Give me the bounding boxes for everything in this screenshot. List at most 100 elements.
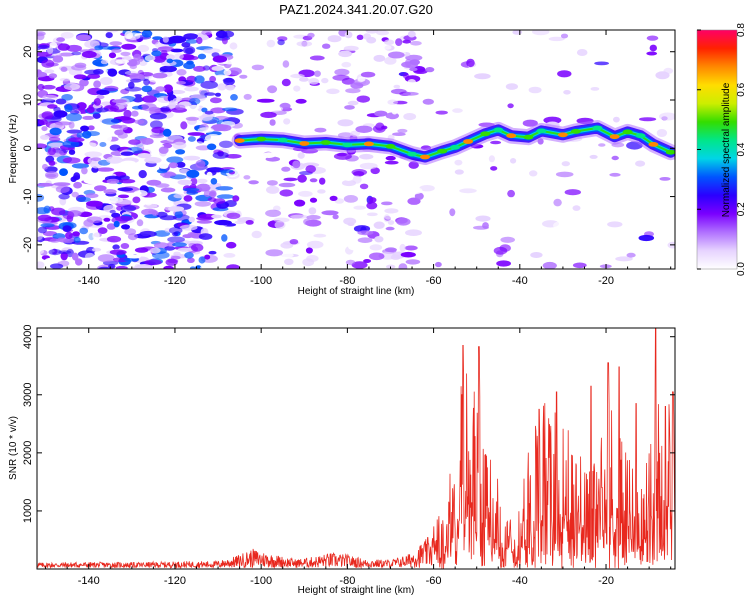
noise-blob <box>109 249 127 255</box>
noise-blob <box>195 159 206 169</box>
noise-blob <box>156 168 168 174</box>
noise-blob <box>204 134 222 143</box>
noise-blob <box>60 66 68 72</box>
noise-blob <box>266 105 284 112</box>
noise-blob <box>590 87 600 91</box>
noise-blob <box>40 240 52 249</box>
noise-blob <box>59 77 70 82</box>
noise-blob <box>229 42 238 50</box>
noise-blob <box>60 251 68 261</box>
colorbar-tick-label: 0.0 <box>736 262 747 276</box>
noise-blob <box>174 210 183 219</box>
noise-blob <box>158 146 169 154</box>
noise-blob <box>62 225 72 233</box>
noise-blob <box>405 229 422 236</box>
noise-blob <box>373 221 385 229</box>
ridge-peak <box>609 134 620 140</box>
noise-blob <box>313 70 321 77</box>
noise-blob <box>152 72 168 79</box>
noise-blob <box>532 30 550 36</box>
noise-blob <box>117 194 130 199</box>
noise-blob <box>99 77 113 85</box>
noise-blob <box>359 153 374 160</box>
noise-blob <box>347 222 355 227</box>
x-tick-label: -120 <box>164 575 186 587</box>
noise-blob <box>200 80 218 89</box>
noise-blob <box>90 157 102 162</box>
noise-blob <box>435 110 448 115</box>
noise-blob <box>202 48 221 54</box>
noise-blob <box>206 171 213 179</box>
noise-blob <box>207 197 217 202</box>
ridge-peak <box>277 137 288 143</box>
noise-blob <box>106 235 122 243</box>
noise-blob <box>572 205 581 211</box>
noise-blob <box>136 219 144 227</box>
x-tick-label: -100 <box>250 275 272 287</box>
noise-blob <box>168 162 178 169</box>
colorbar-tick-label: 0.6 <box>736 82 747 96</box>
ridge-peak <box>523 134 534 140</box>
noise-blob <box>166 54 175 61</box>
noise-blob <box>293 85 301 92</box>
noise-blob <box>352 175 362 184</box>
noise-blob <box>204 254 211 260</box>
noise-blob <box>607 221 623 228</box>
noise-blob <box>83 176 101 185</box>
noise-blob <box>81 50 97 59</box>
ridge-peak <box>363 141 374 147</box>
noise-blob <box>105 31 113 39</box>
noise-blob <box>221 36 228 45</box>
noise-blob <box>409 59 420 66</box>
noise-blob <box>168 100 176 109</box>
noise-blob <box>561 161 570 167</box>
noise-blob <box>196 178 208 184</box>
noise-blob <box>397 128 408 133</box>
noise-blob <box>439 200 457 206</box>
noise-blob <box>204 110 214 115</box>
noise-blob <box>557 70 572 78</box>
noise-blob <box>573 228 587 233</box>
noise-blob <box>454 159 463 166</box>
noise-blob <box>58 193 70 200</box>
colorbar-gradient <box>697 30 737 269</box>
noise-blob <box>507 103 514 109</box>
noise-blob <box>37 71 48 78</box>
noise-blob <box>170 255 181 260</box>
x-tick-label: -140 <box>78 575 100 587</box>
noise-blob <box>289 239 299 245</box>
noise-blob <box>239 74 248 79</box>
noise-blob <box>166 156 184 164</box>
noise-blob <box>164 246 176 251</box>
noise-blob <box>53 182 71 187</box>
chart-title: PAZ1.2024.341.20.07.G20 <box>279 2 433 17</box>
noise-blob <box>353 205 367 210</box>
noise-blob <box>404 245 418 251</box>
noise-blob <box>374 236 384 243</box>
noise-blob <box>563 90 571 95</box>
noise-blob <box>341 179 357 187</box>
noise-blob <box>186 169 200 178</box>
noise-blob <box>137 55 144 62</box>
y-tick-label: -10 <box>22 189 34 205</box>
noise-blob <box>175 104 186 111</box>
noise-blob <box>121 160 136 165</box>
noise-blob <box>329 195 338 201</box>
noise-blob <box>47 147 56 156</box>
noise-blob <box>96 107 109 113</box>
noise-blob <box>75 34 91 41</box>
noise-blob <box>196 183 211 192</box>
noise-blob <box>68 121 75 129</box>
noise-blob <box>37 226 48 234</box>
noise-blob <box>356 95 370 103</box>
noise-blob <box>396 217 411 226</box>
noise-blob <box>94 45 104 51</box>
noise-blob <box>297 174 307 183</box>
noise-blob <box>71 163 89 169</box>
noise-blob <box>407 79 416 85</box>
noise-blob <box>61 94 73 101</box>
noise-blob <box>99 142 107 147</box>
noise-blob <box>322 43 331 49</box>
noise-blob <box>243 175 251 180</box>
noise-blob <box>226 264 240 269</box>
